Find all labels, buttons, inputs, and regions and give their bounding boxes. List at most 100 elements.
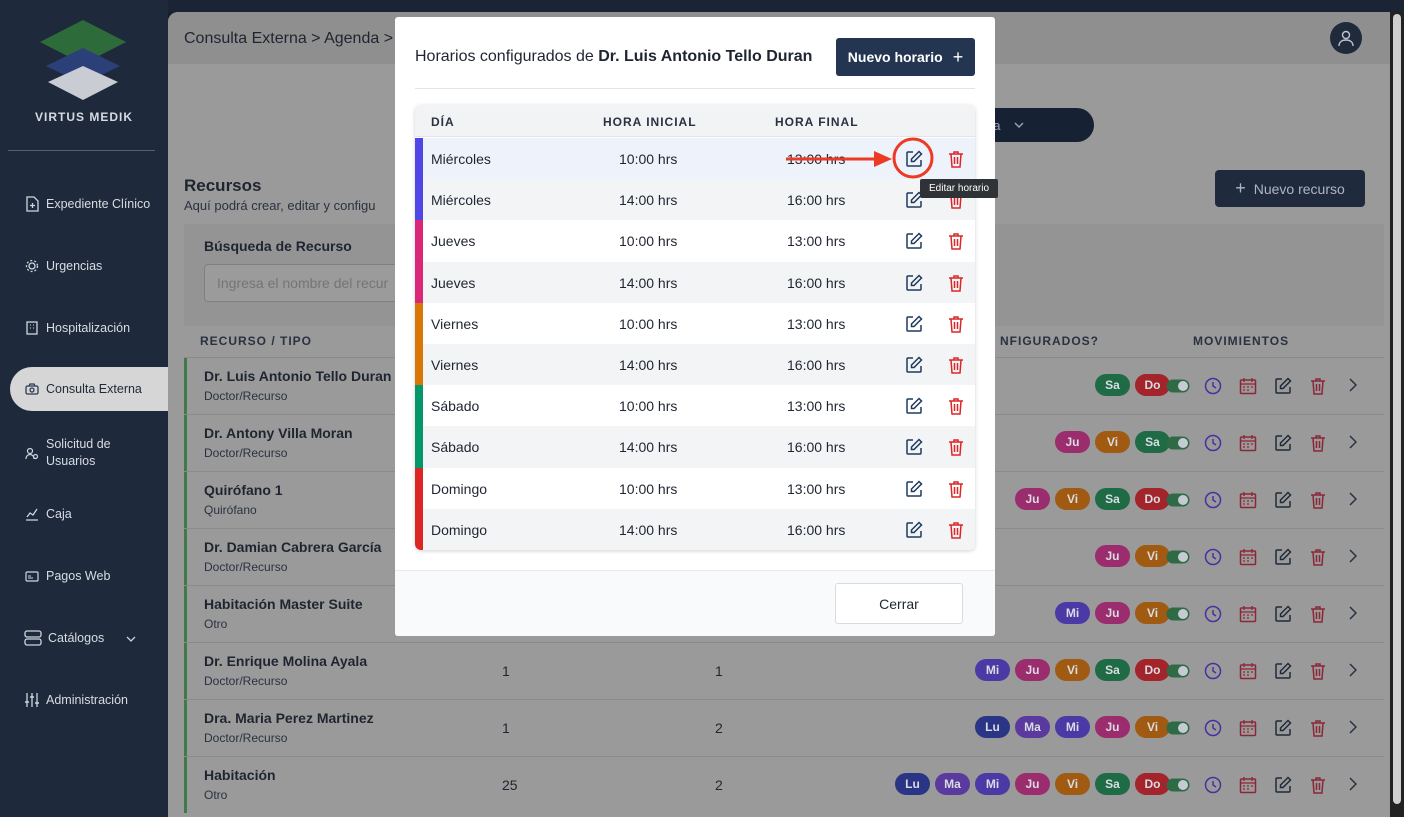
toggle-switch[interactable] bbox=[1166, 432, 1190, 454]
search-label: Búsqueda de Recurso bbox=[204, 238, 352, 254]
breadcrumb[interactable]: Consulta Externa > Agenda > bbox=[184, 30, 394, 47]
chevron-right-icon[interactable] bbox=[1349, 663, 1358, 682]
clock-icon[interactable] bbox=[1201, 603, 1225, 625]
toggle-switch[interactable] bbox=[1166, 774, 1190, 796]
delete-schedule-icon[interactable] bbox=[945, 148, 967, 170]
day-chip: Do bbox=[1135, 374, 1170, 396]
sidebar-item-administracion[interactable]: Administración bbox=[10, 690, 168, 710]
edit-schedule-icon[interactable] bbox=[903, 272, 925, 294]
edit-schedule-icon[interactable] bbox=[903, 519, 925, 541]
edit-icon[interactable] bbox=[1271, 774, 1295, 796]
clock-icon[interactable] bbox=[1201, 375, 1225, 397]
trash-icon[interactable] bbox=[1306, 375, 1330, 397]
resource-type: Doctor/Recurso bbox=[204, 446, 288, 460]
trash-icon[interactable] bbox=[1306, 717, 1330, 739]
edit-schedule-icon[interactable] bbox=[903, 395, 925, 417]
sidebar-item-urgencias[interactable]: Urgencias bbox=[10, 256, 168, 276]
edit-schedule-icon[interactable] bbox=[903, 478, 925, 500]
calendar-icon[interactable] bbox=[1236, 489, 1260, 511]
clock-icon[interactable] bbox=[1201, 489, 1225, 511]
edit-icon[interactable] bbox=[1271, 375, 1295, 397]
calendar-icon[interactable] bbox=[1236, 717, 1260, 739]
sidebar-item-consulta-externa[interactable]: Consulta Externa bbox=[10, 367, 168, 411]
delete-schedule-icon[interactable] bbox=[945, 313, 967, 335]
day-chip: Sa bbox=[1095, 374, 1130, 396]
toggle-switch[interactable] bbox=[1166, 375, 1190, 397]
clock-icon[interactable] bbox=[1201, 774, 1225, 796]
calendar-icon[interactable] bbox=[1236, 774, 1260, 796]
close-button[interactable]: Cerrar bbox=[835, 583, 963, 624]
delete-schedule-icon[interactable] bbox=[945, 519, 967, 541]
day-chip: Vi bbox=[1055, 488, 1090, 510]
sidebar-item-catalogos[interactable]: Catálogos bbox=[10, 628, 168, 648]
calendar-icon[interactable] bbox=[1236, 432, 1260, 454]
users-icon bbox=[24, 445, 40, 461]
sidebar-item-expediente[interactable]: Expediente Clínico bbox=[10, 194, 168, 214]
sidebar-item-solicitud-usuarios[interactable]: Solicitud de Usuarios bbox=[10, 436, 168, 470]
toggle-switch[interactable] bbox=[1166, 489, 1190, 511]
trash-icon[interactable] bbox=[1306, 546, 1330, 568]
chevron-right-icon[interactable] bbox=[1349, 606, 1358, 625]
delete-schedule-icon[interactable] bbox=[945, 272, 967, 294]
edit-icon[interactable] bbox=[1271, 546, 1295, 568]
toggle-switch[interactable] bbox=[1166, 717, 1190, 739]
trash-icon[interactable] bbox=[1306, 432, 1330, 454]
delete-schedule-icon[interactable] bbox=[945, 436, 967, 458]
edit-schedule-icon[interactable] bbox=[903, 436, 925, 458]
clock-icon[interactable] bbox=[1201, 660, 1225, 682]
edit-icon[interactable] bbox=[1271, 432, 1295, 454]
resource-count: 1 bbox=[502, 663, 510, 679]
day-chip: Ju bbox=[1055, 431, 1090, 453]
calendar-icon[interactable] bbox=[1236, 546, 1260, 568]
edit-schedule-icon[interactable] bbox=[903, 148, 925, 170]
clock-icon[interactable] bbox=[1201, 546, 1225, 568]
delete-schedule-icon[interactable] bbox=[945, 230, 967, 252]
edit-icon[interactable] bbox=[1271, 489, 1295, 511]
calendar-icon[interactable] bbox=[1236, 660, 1260, 682]
sidebar-item-hospitalizacion[interactable]: Hospitalización bbox=[10, 318, 168, 338]
edit-icon[interactable] bbox=[1271, 603, 1295, 625]
toggle-switch[interactable] bbox=[1166, 546, 1190, 568]
gear-icon bbox=[24, 258, 40, 274]
chevron-right-icon[interactable] bbox=[1349, 492, 1358, 511]
scrollbar-thumb[interactable] bbox=[1393, 14, 1401, 804]
day-accent bbox=[415, 426, 423, 468]
edit-schedule-icon[interactable] bbox=[903, 313, 925, 335]
clock-icon[interactable] bbox=[1201, 432, 1225, 454]
edit-icon[interactable] bbox=[1271, 717, 1295, 739]
toggle-switch[interactable] bbox=[1166, 660, 1190, 682]
chevron-right-icon[interactable] bbox=[1349, 720, 1358, 739]
table-row[interactable]: Dr. Enrique Molina Ayala Doctor/Recurso 1 1… bbox=[184, 642, 1384, 699]
resource-name: Dr. Luis Antonio Tello Duran bbox=[204, 368, 392, 384]
delete-schedule-icon[interactable] bbox=[945, 395, 967, 417]
table-row[interactable]: Habitación Otro 25 2 Lu Ma Mi Ju Vi Sa Do bbox=[184, 756, 1384, 813]
table-row[interactable]: Dra. Maria Perez Martinez Doctor/Recurso 1… bbox=[184, 699, 1384, 756]
trash-icon[interactable] bbox=[1306, 489, 1330, 511]
toggle-switch[interactable] bbox=[1166, 603, 1190, 625]
new-schedule-button[interactable]: Nuevo horario + bbox=[836, 38, 975, 76]
calendar-icon[interactable] bbox=[1236, 603, 1260, 625]
user-avatar[interactable] bbox=[1330, 22, 1362, 54]
trash-icon[interactable] bbox=[1306, 774, 1330, 796]
trash-icon[interactable] bbox=[1306, 660, 1330, 682]
sidebar-item-caja[interactable]: Caja bbox=[10, 504, 168, 524]
calendar-icon[interactable] bbox=[1236, 375, 1260, 397]
chevron-right-icon[interactable] bbox=[1349, 378, 1358, 397]
day-chip: Lu bbox=[895, 773, 930, 795]
delete-schedule-icon[interactable] bbox=[945, 354, 967, 376]
sidebar-item-label: Solicitud de Usuarios bbox=[46, 437, 111, 468]
chevron-right-icon[interactable] bbox=[1349, 435, 1358, 454]
new-resource-button[interactable]: + Nuevo recurso bbox=[1215, 170, 1365, 207]
chevron-right-icon[interactable] bbox=[1349, 777, 1358, 796]
edit-schedule-icon[interactable] bbox=[903, 230, 925, 252]
edit-icon[interactable] bbox=[1271, 660, 1295, 682]
day-chips: Lu Ma Mi Ju Vi Sa Do bbox=[895, 773, 1170, 795]
sidebar-item-label: Catálogos bbox=[48, 631, 105, 645]
clock-icon[interactable] bbox=[1201, 717, 1225, 739]
sidebar-item-pagos-web[interactable]: Pagos Web bbox=[10, 566, 168, 586]
chevron-right-icon[interactable] bbox=[1349, 549, 1358, 568]
delete-schedule-icon[interactable] bbox=[945, 478, 967, 500]
edit-schedule-icon[interactable] bbox=[903, 354, 925, 376]
resource-type: Otro bbox=[204, 788, 228, 802]
trash-icon[interactable] bbox=[1306, 603, 1330, 625]
